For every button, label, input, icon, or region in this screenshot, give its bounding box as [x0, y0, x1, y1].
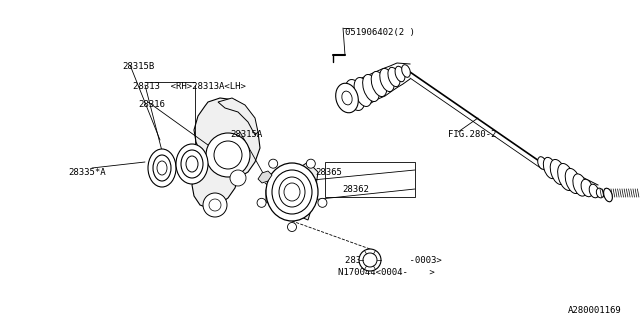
Circle shape — [257, 198, 266, 207]
Polygon shape — [258, 171, 272, 183]
Ellipse shape — [395, 66, 405, 82]
Ellipse shape — [272, 170, 312, 214]
Text: N170044<0004-    >: N170044<0004- > — [338, 268, 435, 277]
Text: 28396<      -0003>: 28396< -0003> — [345, 256, 442, 265]
Ellipse shape — [538, 157, 547, 169]
Ellipse shape — [604, 188, 612, 202]
Circle shape — [214, 141, 242, 169]
Text: 28315B: 28315B — [122, 62, 154, 71]
Ellipse shape — [550, 159, 566, 185]
Polygon shape — [266, 162, 318, 220]
Ellipse shape — [573, 174, 587, 196]
Text: A280001169: A280001169 — [568, 306, 622, 315]
Ellipse shape — [371, 71, 387, 97]
Ellipse shape — [543, 157, 557, 179]
Ellipse shape — [284, 183, 300, 201]
Ellipse shape — [186, 156, 198, 172]
Ellipse shape — [354, 77, 372, 107]
Circle shape — [363, 253, 377, 267]
Text: 28316: 28316 — [138, 100, 165, 109]
Ellipse shape — [181, 150, 203, 178]
Ellipse shape — [157, 161, 167, 175]
Ellipse shape — [388, 67, 400, 87]
Ellipse shape — [581, 179, 593, 197]
Circle shape — [318, 198, 327, 207]
Ellipse shape — [345, 80, 365, 110]
Text: 28315A: 28315A — [230, 130, 262, 139]
Bar — [325, 162, 415, 197]
Ellipse shape — [557, 164, 574, 190]
Text: 28365: 28365 — [315, 168, 342, 177]
Circle shape — [269, 159, 278, 168]
Ellipse shape — [336, 83, 358, 113]
Text: 28313  <RH>28313A<LH>: 28313 <RH>28313A<LH> — [133, 82, 246, 91]
Ellipse shape — [148, 149, 176, 187]
Circle shape — [307, 159, 316, 168]
Ellipse shape — [596, 188, 604, 198]
Text: 051906402(2 ): 051906402(2 ) — [345, 28, 415, 37]
Ellipse shape — [380, 68, 394, 92]
Ellipse shape — [363, 75, 380, 101]
Ellipse shape — [279, 177, 305, 207]
Ellipse shape — [402, 65, 410, 77]
Ellipse shape — [589, 184, 599, 198]
Ellipse shape — [153, 155, 171, 181]
Circle shape — [287, 222, 296, 231]
Circle shape — [230, 170, 246, 186]
Circle shape — [209, 199, 221, 211]
Circle shape — [206, 133, 250, 177]
Text: 28362: 28362 — [342, 185, 369, 194]
Ellipse shape — [266, 163, 318, 221]
Circle shape — [359, 249, 381, 271]
Ellipse shape — [342, 91, 352, 105]
Ellipse shape — [565, 168, 580, 194]
Ellipse shape — [176, 144, 208, 184]
Circle shape — [203, 193, 227, 217]
Text: 28335*A: 28335*A — [68, 168, 106, 177]
Text: FIG.280-2: FIG.280-2 — [448, 130, 497, 139]
Polygon shape — [218, 98, 258, 135]
Polygon shape — [192, 98, 260, 208]
